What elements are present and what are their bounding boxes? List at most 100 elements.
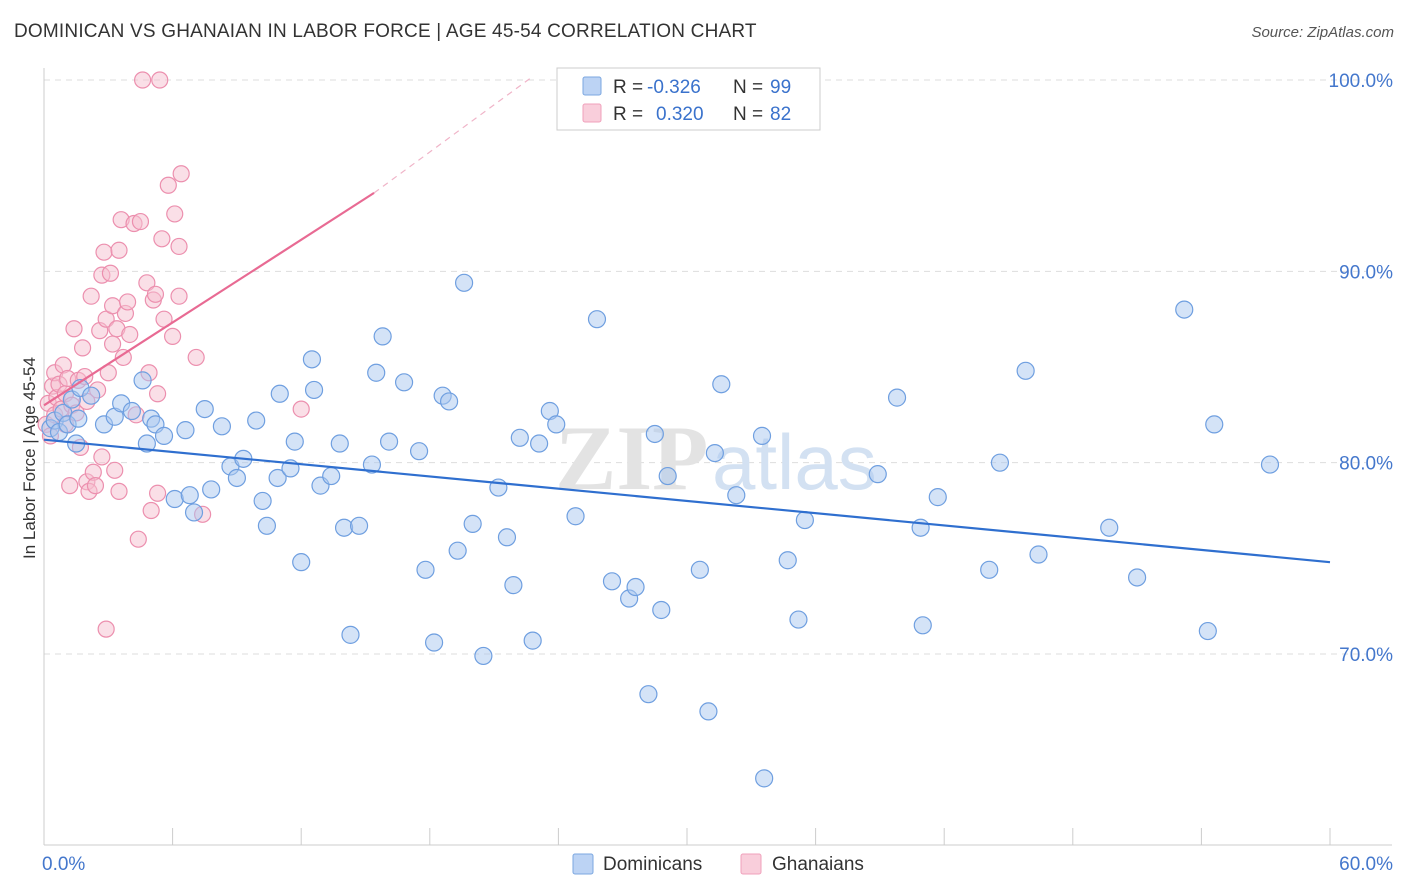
stats-r-value-ghanaians: 0.320 [656, 104, 704, 125]
y-tick-label: 70.0% [1339, 645, 1393, 666]
dominican-point [349, 516, 369, 535]
dominican-point [887, 388, 907, 407]
stats-n-label: N = [733, 104, 763, 125]
dominican-point [270, 384, 289, 403]
dominican-point [795, 510, 814, 530]
stats-n-value-ghanaians: 82 [770, 104, 791, 125]
source-label: Source: ZipAtlas.com [1251, 24, 1394, 41]
ghanaian-point [148, 385, 167, 403]
dominican-point [341, 625, 360, 644]
ghanaian-point [121, 325, 139, 344]
dominican-point [69, 409, 88, 428]
ghanaian-point [142, 501, 160, 520]
ghanaian-point [292, 400, 310, 418]
dominican-point [755, 769, 774, 788]
x-tick-label: 0.0% [42, 854, 85, 875]
dominican-point [334, 518, 354, 537]
dominican-point [268, 468, 287, 488]
dominican-point [1016, 361, 1035, 380]
ghanaian-point [82, 287, 100, 305]
legend-label-dominicans[interactable]: Dominicans [603, 854, 702, 875]
dominican-point [184, 503, 204, 522]
dominican-point [523, 631, 542, 650]
ghanaian-point [151, 71, 169, 89]
ghanaian-point [172, 165, 190, 183]
dominican-point [448, 541, 467, 560]
dominican-point [322, 466, 341, 486]
dominican-point [285, 432, 304, 451]
ghanaian-point [148, 484, 167, 502]
dominican-point [253, 491, 272, 511]
dominican-point [373, 327, 392, 346]
dominican-point [658, 466, 677, 486]
dominican-point [247, 411, 266, 430]
dominican-point [1198, 621, 1217, 641]
dominican-point [690, 560, 709, 579]
dominican-point [1175, 300, 1194, 319]
dominican-point [454, 273, 474, 292]
ghanaian-point [65, 320, 83, 338]
ghanaians-points [37, 71, 310, 638]
legend: Dominicans Ghanaians [572, 853, 864, 875]
dominican-point [202, 480, 221, 499]
dominican-point [416, 560, 435, 579]
dominican-point [424, 633, 444, 652]
stats-swatch-dominicans [582, 76, 602, 96]
dominicans-points [41, 273, 1280, 788]
ghanaian-point [106, 461, 124, 479]
dominican-point [137, 434, 156, 453]
dominican-point [705, 444, 724, 463]
ghanaian-point [131, 212, 150, 231]
dominican-point [602, 572, 622, 591]
stats-r-label: R = [613, 77, 643, 98]
dominican-point [165, 489, 184, 509]
dominican-point [1205, 415, 1224, 434]
ghanaian-point [170, 287, 188, 305]
y-tick-label: 80.0% [1339, 454, 1393, 475]
dominican-point [530, 434, 549, 453]
ghanaian-point [93, 448, 111, 466]
dominican-point [362, 455, 382, 474]
dominican-point [463, 514, 482, 533]
stats-n-label: N = [733, 77, 763, 98]
dominican-point [82, 386, 101, 405]
dominican-point [304, 380, 324, 400]
gridlines [44, 79, 1366, 655]
dominican-point [212, 417, 231, 436]
dominican-point [980, 560, 999, 579]
watermark-zip: ZIP [555, 407, 708, 509]
ghanaian-point [86, 477, 105, 495]
dominican-point [1127, 568, 1147, 587]
dominican-point [652, 600, 671, 620]
dominican-point [645, 424, 664, 444]
legend-swatch-dominicans[interactable] [572, 853, 594, 875]
dominican-point [699, 702, 718, 721]
legend-swatch-ghanaians[interactable] [740, 853, 762, 875]
ghanaian-point [118, 293, 137, 311]
y-tick-label: 90.0% [1339, 262, 1393, 283]
axes [43, 68, 1392, 846]
dominican-point [712, 375, 731, 394]
legend-label-ghanaians[interactable]: Ghanaians [772, 854, 864, 875]
ghanaian-point [153, 230, 171, 248]
x-tick-label: 60.0% [1339, 854, 1393, 875]
dominican-point [379, 432, 399, 451]
dominican-point [626, 577, 645, 597]
stats-swatch-ghanaians [582, 103, 602, 123]
dominican-point [394, 373, 414, 392]
dominican-point [330, 434, 349, 453]
dominican-point [990, 453, 1010, 472]
ghanaian-point [114, 348, 132, 367]
dominican-point [439, 392, 459, 411]
dominican-point [1260, 455, 1280, 474]
ghanaians-trend-line [43, 191, 375, 407]
dominican-point [176, 421, 195, 440]
ghanaian-point [164, 327, 182, 345]
tick-labels: 70.0% 80.0% 90.0% 100.0% 0.0% 60.0% [42, 71, 1393, 875]
ghanaian-point [138, 274, 156, 292]
ghanaian-point [170, 237, 188, 256]
dominican-point [497, 528, 517, 547]
dominican-point [257, 516, 277, 535]
dominican-point [302, 350, 322, 369]
dominican-point [367, 363, 386, 382]
